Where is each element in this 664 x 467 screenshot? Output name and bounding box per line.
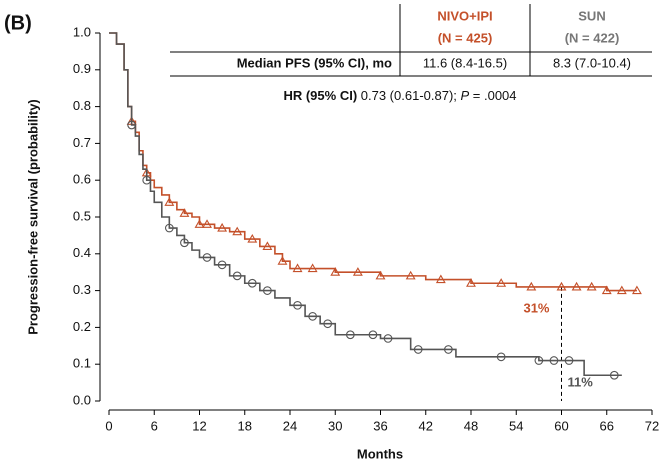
- censor-mark: [277, 256, 288, 265]
- censor-mark: [631, 285, 642, 295]
- censor-mark: [534, 356, 544, 365]
- y-tick-label: 0.7: [73, 135, 91, 150]
- censor-mark: [307, 263, 318, 273]
- x-axis-title: Months: [357, 446, 403, 461]
- column-n: (N = 422): [565, 30, 620, 45]
- censor-mark: [292, 263, 303, 273]
- y-axis-title: Progression-free survival (probability): [25, 99, 40, 335]
- censor-mark: [323, 319, 333, 329]
- censor-mark: [556, 281, 567, 291]
- censor-mark: [586, 281, 597, 291]
- x-tick-label: 36: [373, 418, 387, 433]
- censor-mark: [262, 241, 273, 250]
- censor-mark: [435, 274, 446, 284]
- y-tick-label: 0.6: [73, 172, 91, 187]
- censor-mark: [496, 278, 507, 287]
- y-tick-label: 0.4: [73, 245, 91, 260]
- censor-mark: [549, 356, 559, 365]
- y-tick-label: 0.0: [73, 392, 91, 407]
- censor-mark: [466, 278, 476, 287]
- censor-mark: [308, 312, 317, 321]
- hazard-ratio: HR (95% CI) 0.73 (0.61-0.87); P = .0004: [283, 88, 516, 103]
- row-label: Median PFS (95% CI), mo: [237, 55, 392, 70]
- row-value: 11.6 (8.4-16.5): [423, 55, 507, 70]
- censor-mark: [263, 286, 272, 295]
- censor-mark: [194, 219, 205, 228]
- x-tick-label: 18: [238, 418, 252, 433]
- x-tick-label: 42: [419, 418, 433, 433]
- p-value: = .0004: [469, 88, 516, 103]
- survival-curve: [109, 32, 637, 292]
- censor-mark: [375, 270, 386, 280]
- censor-mark: [564, 356, 574, 365]
- column-n: (N = 425): [438, 30, 493, 45]
- censor-mark: [202, 253, 212, 262]
- panel-label: (B): [4, 12, 32, 34]
- censor-mark: [142, 175, 152, 185]
- censor-mark: [601, 285, 612, 295]
- y-tick-label: 0.2: [73, 319, 91, 334]
- y-tick-label: 0.3: [73, 282, 91, 297]
- censor-mark: [247, 233, 258, 243]
- censor-mark: [127, 120, 136, 130]
- x-tick-label: 72: [645, 418, 659, 433]
- x-tick-label: 0: [105, 418, 112, 433]
- x-tick-label: 60: [554, 418, 568, 433]
- censor-mark: [345, 330, 355, 340]
- x-tick-label: 48: [464, 418, 478, 433]
- censor-mark: [330, 267, 341, 276]
- x-tick-label: 66: [600, 418, 614, 433]
- summary-table: NIVO+IPI (N = 425) SUN (N = 422) Median …: [170, 4, 652, 103]
- censor-mark: [180, 238, 189, 248]
- y-tick-label: 0.1: [73, 356, 91, 371]
- censor-mark: [616, 285, 627, 295]
- hr-label: HR (95% CI): [283, 88, 357, 103]
- column-header: SUN: [578, 8, 605, 23]
- censor-mark: [352, 267, 363, 276]
- annotation: 31%: [523, 300, 549, 315]
- censor-mark: [413, 345, 423, 354]
- censor-mark: [383, 334, 393, 343]
- hr-value: 0.73 (0.61-0.87);: [357, 88, 460, 103]
- y-tick-label: 1.0: [73, 24, 91, 39]
- censor-mark: [609, 370, 619, 380]
- x-tick-label: 30: [328, 418, 342, 433]
- y-tick-label: 0.5: [73, 208, 91, 223]
- annotation: 11%: [568, 374, 594, 389]
- censor-mark: [444, 345, 453, 354]
- censor-mark: [164, 223, 174, 233]
- censor-mark: [247, 278, 257, 288]
- censor-mark: [571, 281, 582, 291]
- censor-mark: [405, 270, 416, 280]
- survival-curve: [109, 32, 622, 377]
- x-tick-label: 54: [509, 418, 523, 433]
- p-label: P: [461, 88, 470, 103]
- censor-mark: [526, 281, 537, 291]
- censor-mark: [232, 271, 242, 281]
- censor-mark: [496, 352, 506, 362]
- x-tick-label: 6: [151, 418, 158, 433]
- censor-mark: [293, 300, 302, 310]
- column-header: NIVO+IPI: [437, 8, 492, 23]
- x-tick-label: 12: [192, 418, 206, 433]
- y-tick-label: 0.9: [73, 61, 91, 76]
- censor-mark: [217, 260, 227, 270]
- censor-mark: [164, 197, 175, 206]
- censor-mark: [179, 208, 190, 217]
- row-value: 8.3 (7.0-10.4): [553, 55, 631, 70]
- censor-mark: [217, 222, 228, 232]
- censor-mark: [368, 330, 378, 340]
- x-tick-label: 24: [283, 418, 297, 433]
- y-tick-label: 0.8: [73, 98, 91, 113]
- censor-mark: [232, 226, 243, 236]
- censor-mark: [202, 219, 212, 228]
